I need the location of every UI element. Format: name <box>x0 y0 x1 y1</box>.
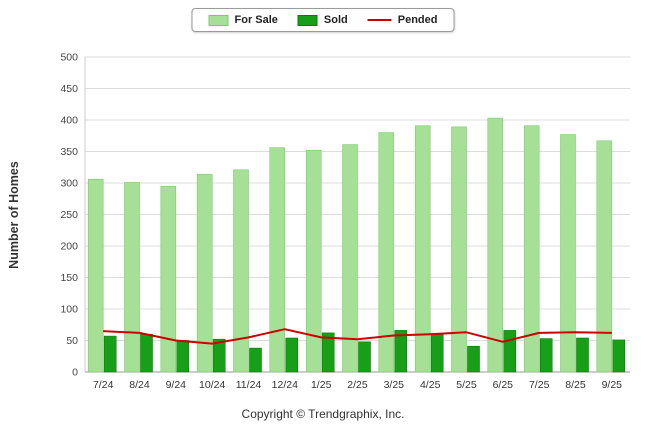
x-tick-label: 8/25 <box>565 379 586 391</box>
bar-for-sale <box>160 185 177 373</box>
y-tick-label: 100 <box>60 304 78 316</box>
bar-for-sale <box>233 169 249 373</box>
x-axis-labels-group: 7/24 8/24 9/24 10/24 11/24 12/24 1/25 2/25 3/25 4… <box>93 379 622 391</box>
bar-for-sale <box>196 173 213 373</box>
x-tick-label: 7/25 <box>529 379 550 391</box>
bar-sold <box>285 337 299 373</box>
bar-sold <box>394 330 408 373</box>
x-tick-label: 4/25 <box>420 379 441 391</box>
x-tick-label: 10/24 <box>199 379 225 391</box>
bar-sold <box>539 338 553 373</box>
legend-label-sold: Sold <box>323 14 348 26</box>
x-tick-label: 3/25 <box>384 379 405 391</box>
legend-item-pended: Pended <box>367 14 438 26</box>
bar-sold <box>576 337 589 373</box>
pended-line-icon <box>367 19 392 21</box>
x-tick-label: 1/25 <box>311 379 332 391</box>
bar-sold <box>503 330 517 373</box>
y-tick-label: 50 <box>66 335 78 347</box>
chart: 0 50 100 150 200 250 300 350 400 450 500 7/24 8/24 9… <box>7 52 630 391</box>
y-tick-label: 500 <box>60 52 78 64</box>
x-tick-label: 2/25 <box>347 379 368 391</box>
x-tick-label: 5/25 <box>456 379 477 391</box>
bar-for-sale <box>269 147 286 373</box>
x-tick-label: 9/25 <box>602 379 623 391</box>
y-axis-title: Number of Homes <box>7 161 21 269</box>
bar-sold <box>103 335 117 373</box>
line-group <box>103 328 612 345</box>
x-tick-label: 11/24 <box>236 379 262 391</box>
bar-sold <box>249 347 262 373</box>
y-tick-label: 0 <box>72 367 78 379</box>
y-tick-label: 400 <box>60 115 78 127</box>
bar-for-sale <box>305 149 322 373</box>
x-tick-label: 9/24 <box>166 379 187 391</box>
bar-for-sale <box>451 126 467 373</box>
legend: For Sale Sold Pended <box>191 8 455 32</box>
bar-sold <box>321 332 335 373</box>
y-tick-label: 350 <box>60 146 78 158</box>
bar-sold <box>612 339 626 373</box>
sold-swatch-icon <box>297 14 318 26</box>
legend-label-pended: Pended <box>397 14 438 26</box>
bar-for-sale <box>596 140 613 373</box>
y-tick-label: 250 <box>60 209 78 221</box>
y-tick-label: 200 <box>60 241 78 253</box>
y-tick-label: 150 <box>60 272 78 284</box>
bars-group <box>87 117 626 373</box>
bar-for-sale <box>487 117 504 373</box>
y-tick-label: 300 <box>60 178 78 190</box>
copyright-text: Copyright © Trendgraphix, Inc. <box>241 407 405 421</box>
bar-sold <box>176 340 190 373</box>
bar-sold <box>358 341 371 373</box>
for-sale-swatch-icon <box>208 14 229 26</box>
legend-item-sold: Sold <box>297 14 348 26</box>
bar-for-sale <box>560 134 576 373</box>
x-tick-label: 8/24 <box>129 379 150 391</box>
bar-for-sale <box>523 125 540 373</box>
x-tick-label: 7/24 <box>93 379 114 391</box>
x-tick-label: 12/24 <box>272 379 298 391</box>
bar-for-sale <box>342 144 358 373</box>
bar-for-sale <box>414 125 431 373</box>
bar-for-sale <box>87 178 104 373</box>
y-tick-label: 450 <box>60 83 78 95</box>
bar-sold <box>467 345 480 373</box>
legend-label-for-sale: For Sale <box>234 14 278 26</box>
pended-line <box>103 328 612 345</box>
bar-sold <box>430 333 444 373</box>
x-tick-label: 6/25 <box>493 379 514 391</box>
bar-for-sale <box>124 182 140 373</box>
bar-for-sale <box>378 132 395 373</box>
y-axis-labels-group: 0 50 100 150 200 250 300 350 400 450 500 <box>60 52 78 379</box>
bar-sold <box>140 333 153 373</box>
legend-item-for-sale: For Sale <box>208 14 278 26</box>
bar-sold <box>212 338 226 373</box>
